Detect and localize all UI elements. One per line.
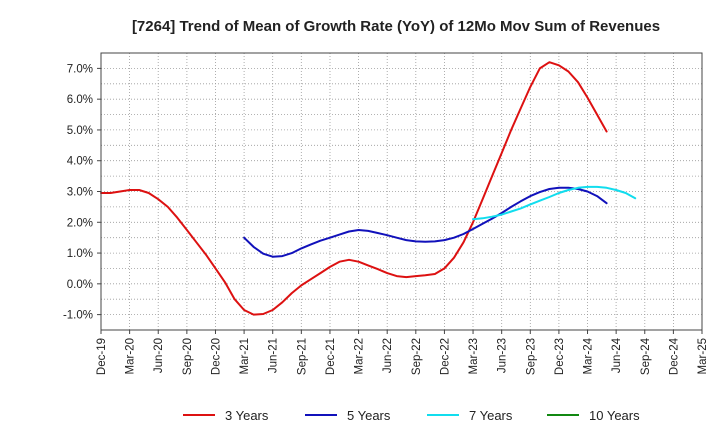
plot-frame <box>100 52 703 331</box>
y-tick-label: 2.0% <box>67 217 93 229</box>
x-tick-label: Mar-23 <box>468 338 480 374</box>
x-tick-label: Sep-21 <box>296 338 308 375</box>
x-tick-label: Jun-21 <box>268 338 280 373</box>
x-tick-label: Dec-21 <box>325 338 337 375</box>
y-tick-label: 1.0% <box>67 248 93 260</box>
chart-title: [7264] Trend of Mean of Growth Rate (YoY… <box>132 18 660 35</box>
x-tick-label: Dec-24 <box>668 337 680 375</box>
y-tick-label: 4.0% <box>67 156 93 168</box>
legend-label: 3 Years <box>225 408 269 423</box>
series-line-3-years <box>100 61 608 316</box>
x-tick-label: Sep-23 <box>525 338 537 375</box>
legend-label: 10 Years <box>589 408 640 423</box>
x-tick-label: Jun-24 <box>611 337 623 373</box>
y-axis-ticks: -1.0% 0.0% 1.0% 2.0% 3.0% 4.0% 5.0% 6.0% 7.0% <box>63 63 101 322</box>
x-axis-ticks: Dec-19 Mar-20 Jun-20 Sep-20 Dec-20 Mar-21 Jun-… <box>96 330 709 375</box>
x-tick-label: Mar-24 <box>583 337 595 374</box>
y-tick-label: 7.0% <box>67 63 93 75</box>
x-tick-label: Mar-25 <box>697 338 709 374</box>
grid <box>101 53 702 330</box>
y-tick-label: -1.0% <box>63 310 93 322</box>
x-tick-label: Jun-20 <box>153 338 165 373</box>
series-lines <box>100 61 637 316</box>
y-tick-label: 3.0% <box>67 187 93 199</box>
x-tick-label: Dec-19 <box>96 338 108 375</box>
x-tick-label: Dec-22 <box>439 338 451 375</box>
legend: 3 Years 5 Years 7 Years 10 Years <box>183 408 640 423</box>
y-tick-label: 5.0% <box>67 125 93 137</box>
series-line-7-years <box>472 185 637 221</box>
x-tick-label: Sep-24 <box>640 337 652 375</box>
x-tick-label: Mar-20 <box>125 338 137 374</box>
y-tick-label: 0.0% <box>67 279 93 291</box>
x-tick-label: Jun-23 <box>497 338 509 373</box>
x-tick-label: Mar-22 <box>354 338 366 374</box>
x-tick-label: Dec-23 <box>554 338 566 375</box>
x-tick-label: Sep-22 <box>411 338 423 375</box>
legend-label: 7 Years <box>469 408 513 423</box>
x-tick-label: Jun-22 <box>382 338 394 373</box>
y-tick-label: 6.0% <box>67 94 93 106</box>
x-tick-label: Sep-20 <box>182 338 194 375</box>
x-tick-label: Dec-20 <box>210 338 222 375</box>
series-line-5-years <box>243 186 608 258</box>
legend-label: 5 Years <box>347 408 391 423</box>
x-tick-label: Mar-21 <box>239 338 251 374</box>
